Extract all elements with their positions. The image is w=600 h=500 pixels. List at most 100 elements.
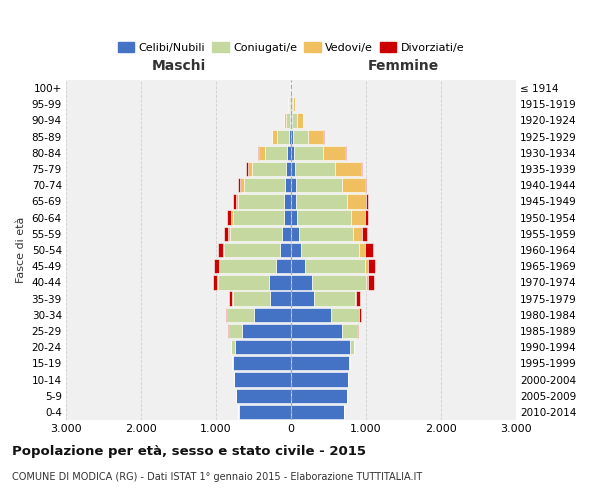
Text: Maschi: Maschi bbox=[151, 59, 206, 73]
Bar bbox=[276, 259, 291, 274]
Bar bbox=[233, 292, 270, 306]
Bar bbox=[277, 130, 289, 144]
Bar bbox=[292, 114, 296, 128]
Bar bbox=[291, 340, 349, 354]
Bar bbox=[367, 259, 375, 274]
Bar bbox=[299, 226, 353, 241]
Bar bbox=[265, 146, 287, 160]
Bar bbox=[293, 130, 308, 144]
Bar bbox=[292, 97, 293, 112]
Bar bbox=[331, 308, 359, 322]
Bar bbox=[291, 405, 344, 419]
Bar bbox=[289, 130, 291, 144]
Bar bbox=[219, 259, 276, 274]
Bar bbox=[218, 276, 269, 289]
Bar bbox=[335, 162, 361, 176]
Bar bbox=[284, 194, 291, 208]
Bar bbox=[301, 243, 359, 257]
Bar bbox=[287, 146, 291, 160]
Bar bbox=[291, 388, 347, 403]
Bar bbox=[308, 130, 323, 144]
Bar bbox=[231, 340, 235, 354]
Bar bbox=[239, 405, 291, 419]
Bar bbox=[365, 210, 367, 224]
Bar bbox=[359, 243, 365, 257]
Bar bbox=[234, 372, 291, 386]
Bar bbox=[246, 162, 248, 176]
Bar bbox=[289, 97, 290, 112]
Bar bbox=[366, 276, 367, 289]
Bar bbox=[229, 226, 282, 241]
Bar bbox=[296, 194, 347, 208]
Bar bbox=[291, 276, 312, 289]
Bar bbox=[296, 114, 302, 128]
Bar bbox=[349, 340, 354, 354]
Bar bbox=[233, 356, 291, 370]
Bar bbox=[314, 292, 355, 306]
Bar bbox=[291, 178, 296, 192]
Bar bbox=[229, 324, 242, 338]
Bar bbox=[282, 226, 291, 241]
Bar bbox=[305, 259, 365, 274]
Bar bbox=[291, 324, 342, 338]
Bar bbox=[284, 114, 286, 128]
Bar bbox=[291, 194, 296, 208]
Bar bbox=[365, 178, 366, 192]
Bar bbox=[232, 356, 233, 370]
Bar bbox=[280, 243, 291, 257]
Bar bbox=[269, 276, 291, 289]
Bar bbox=[258, 146, 259, 160]
Bar bbox=[347, 194, 366, 208]
Bar bbox=[366, 194, 368, 208]
Bar bbox=[224, 226, 229, 241]
Bar bbox=[236, 388, 291, 403]
Bar bbox=[367, 276, 373, 289]
Bar bbox=[351, 210, 365, 224]
Legend: Celibi/Nubili, Coniugati/e, Vedovi/e, Divorziati/e: Celibi/Nubili, Coniugati/e, Vedovi/e, Di… bbox=[113, 38, 469, 58]
Bar bbox=[286, 162, 291, 176]
Bar bbox=[233, 210, 284, 224]
Bar bbox=[259, 146, 265, 160]
Bar bbox=[291, 130, 293, 144]
Bar bbox=[240, 178, 244, 192]
Bar bbox=[244, 178, 285, 192]
Bar bbox=[229, 292, 232, 306]
Bar bbox=[218, 243, 223, 257]
Bar bbox=[235, 340, 291, 354]
Bar bbox=[291, 210, 297, 224]
Bar bbox=[270, 292, 291, 306]
Bar bbox=[362, 226, 367, 241]
Y-axis label: Fasce di età: Fasce di età bbox=[16, 217, 26, 283]
Bar bbox=[291, 114, 292, 128]
Bar bbox=[286, 114, 290, 128]
Bar bbox=[357, 324, 358, 338]
Bar bbox=[359, 308, 361, 322]
Bar bbox=[291, 308, 331, 322]
Bar bbox=[291, 356, 349, 370]
Bar bbox=[297, 210, 351, 224]
Bar bbox=[365, 243, 373, 257]
Bar bbox=[223, 243, 280, 257]
Text: COMUNE DI MODICA (RG) - Dati ISTAT 1° gennaio 2015 - Elaborazione TUTTITALIA.IT: COMUNE DI MODICA (RG) - Dati ISTAT 1° ge… bbox=[12, 472, 422, 482]
Bar bbox=[214, 259, 218, 274]
Bar bbox=[312, 276, 366, 289]
Bar bbox=[248, 162, 252, 176]
Bar bbox=[272, 130, 277, 144]
Bar bbox=[231, 210, 233, 224]
Bar bbox=[323, 146, 345, 160]
Bar bbox=[291, 372, 348, 386]
Bar bbox=[295, 162, 335, 176]
Bar bbox=[242, 324, 291, 338]
Bar bbox=[342, 178, 365, 192]
Bar bbox=[294, 146, 323, 160]
Bar bbox=[284, 210, 291, 224]
Text: Femmine: Femmine bbox=[368, 59, 439, 73]
Bar bbox=[252, 162, 286, 176]
Bar bbox=[291, 292, 314, 306]
Bar bbox=[361, 162, 362, 176]
Bar bbox=[238, 194, 284, 208]
Bar bbox=[291, 146, 294, 160]
Bar bbox=[293, 97, 295, 112]
Bar bbox=[353, 226, 362, 241]
Bar bbox=[365, 259, 367, 274]
